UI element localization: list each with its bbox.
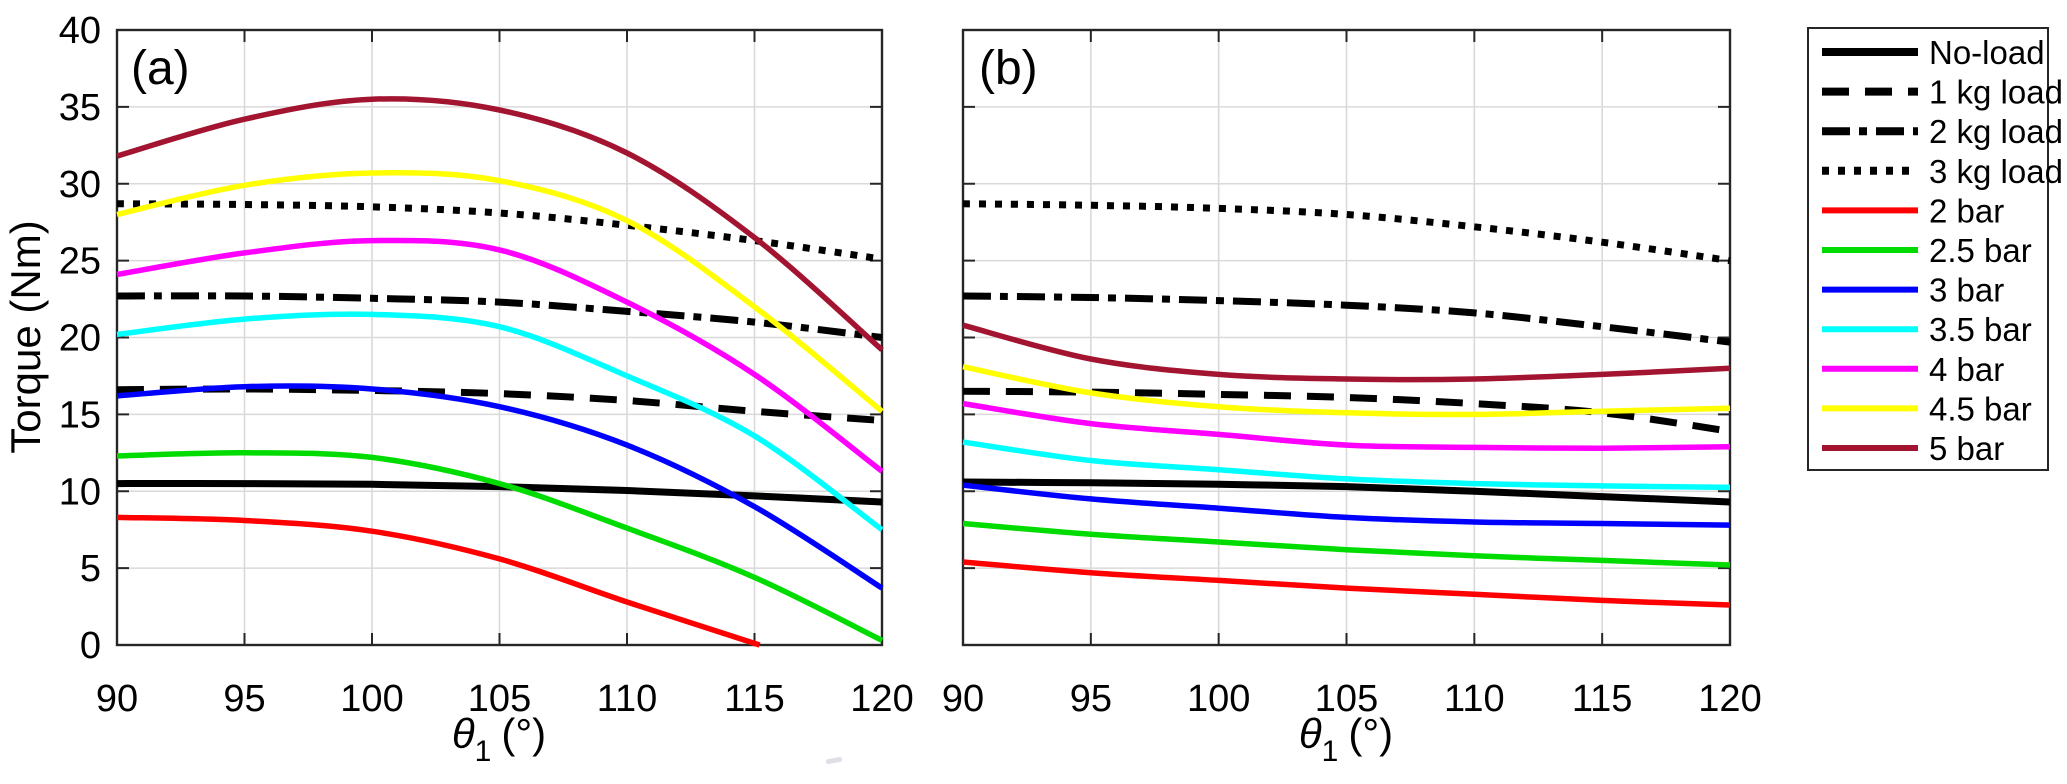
legend-entry-4-bar: 4 bar	[1822, 351, 2004, 388]
x-tick-label-a-110: 110	[597, 678, 658, 720]
y-tick-label-20: 20	[59, 318, 101, 360]
series-a-5-bar	[116, 96, 884, 352]
x-tick-label-a-95: 95	[223, 678, 265, 720]
x-tick-label-b-105: 105	[1315, 678, 1378, 720]
series-b-4-bar	[962, 400, 1731, 451]
axes-box-b	[961, 28, 1732, 647]
y-tick-label-25: 25	[59, 241, 101, 283]
series-b-3-5-bar	[962, 439, 1731, 491]
series-b-5-bar	[962, 322, 1731, 383]
y-tick-label-10: 10	[59, 471, 101, 513]
theta-symbol: θ	[1299, 710, 1322, 757]
legend-label-2-bar: 2 bar	[1929, 192, 2004, 229]
x-tick-label-a-115: 115	[724, 678, 785, 720]
legend-entry-3-5-bar: 3.5 bar	[1822, 311, 2032, 348]
legend-label-2-5-bar: 2.5 bar	[1929, 232, 2032, 269]
legend-entry-1-kg-load: 1 kg load	[1822, 74, 2063, 111]
degree-unit: (°)	[501, 710, 546, 757]
legend-entry-2-bar: 2 bar	[1822, 192, 2004, 229]
theta-subscript: 1	[475, 735, 492, 768]
legend-label-3-bar: 3 bar	[1929, 272, 2004, 309]
legend-entry-4-5-bar: 4.5 bar	[1822, 390, 2032, 427]
plot-panel-a: 90 95 100 105 110 115 120 0 5 10 15 20 25 30 35 40	[59, 10, 914, 720]
series-b-3-bar	[962, 482, 1731, 528]
x-tick-label-a-120: 120	[850, 678, 913, 720]
legend-label-1-kg-load: 1 kg load	[1929, 74, 2063, 111]
series-a-3-bar	[116, 383, 884, 591]
y-axis-label: Torque (Nm)	[2, 220, 49, 453]
series-a-2-bar	[116, 514, 761, 648]
series-b-2-kg-load	[962, 292, 1731, 346]
legend-label-no-load: No-load	[1929, 34, 2045, 71]
legend-entry-no-load: No-load	[1822, 34, 2045, 71]
legend-entry-3-kg-load: 3 kg load	[1822, 153, 2063, 190]
legend-entry-2-kg-load: 2 kg load	[1822, 113, 2063, 150]
y-tick-label-35: 35	[59, 87, 101, 129]
series-a-2-5-bar	[116, 450, 884, 643]
y-tick-label-15: 15	[59, 394, 101, 436]
series-a-3-5-bar	[116, 311, 884, 532]
panel-b-label: (b)	[979, 42, 1038, 95]
series-b-4-5-bar	[962, 364, 1731, 418]
y-tick-label-0: 0	[80, 625, 101, 667]
legend-label-5-bar: 5 bar	[1929, 430, 2004, 467]
legend-label-3-5-bar: 3.5 bar	[1929, 311, 2032, 348]
x-axis-label-a: θ1 (°)	[452, 710, 546, 768]
plot-panel-b: 90 95 100 105 110 115 120	[942, 28, 1762, 720]
plots-layer: 90 95 100 105 110 115 120 0 5 10 15 20 25 30 35 40 90 95 1…	[59, 10, 1762, 720]
x-tick-label-b-115: 115	[1572, 678, 1633, 720]
x-tick-label-b-120: 120	[1698, 678, 1761, 720]
series-b-2-5-bar	[962, 520, 1731, 568]
theta-symbol: θ	[452, 710, 475, 757]
legend-label-3-kg-load: 3 kg load	[1929, 153, 2063, 190]
x-tick-label-b-95: 95	[1070, 678, 1112, 720]
x-tick-label-b-100: 100	[1187, 678, 1250, 720]
panel-a-label: (a)	[131, 42, 190, 95]
x-axis-label-b: θ1 (°)	[1299, 710, 1393, 768]
series-a-2-kg-load	[116, 292, 883, 341]
legend-label-4-bar: 4 bar	[1929, 351, 2004, 388]
series-b-2-bar	[962, 559, 1731, 608]
y-tick-label-5: 5	[80, 548, 101, 590]
legend-entry-3-bar: 3 bar	[1822, 272, 2004, 309]
series-b-no-load	[962, 478, 1731, 506]
x-tick-label-a-105: 105	[468, 678, 531, 720]
y-tick-label-30: 30	[59, 164, 101, 206]
series-b-3-kg-load	[962, 200, 1731, 265]
legend-entry-2-5-bar: 2.5 bar	[1822, 232, 2032, 269]
y-tick-label-40: 40	[59, 10, 101, 52]
degree-unit: (°)	[1348, 710, 1393, 757]
series-a-4-bar	[116, 237, 884, 474]
theta-subscript: 1	[1322, 735, 1339, 768]
legend-entry-5-bar: 5 bar	[1822, 430, 2004, 467]
x-tick-label-b-90: 90	[942, 678, 984, 720]
series-a-no-load	[116, 480, 883, 506]
series-a-4-5-bar	[116, 169, 884, 414]
legend-label-4-5-bar: 4.5 bar	[1929, 390, 2032, 427]
x-tick-label-a-100: 100	[340, 678, 403, 720]
x-tick-label-b-110: 110	[1444, 678, 1505, 720]
legend-label-2-kg-load: 2 kg load	[1929, 113, 2063, 150]
x-tick-label-a-90: 90	[96, 678, 138, 720]
